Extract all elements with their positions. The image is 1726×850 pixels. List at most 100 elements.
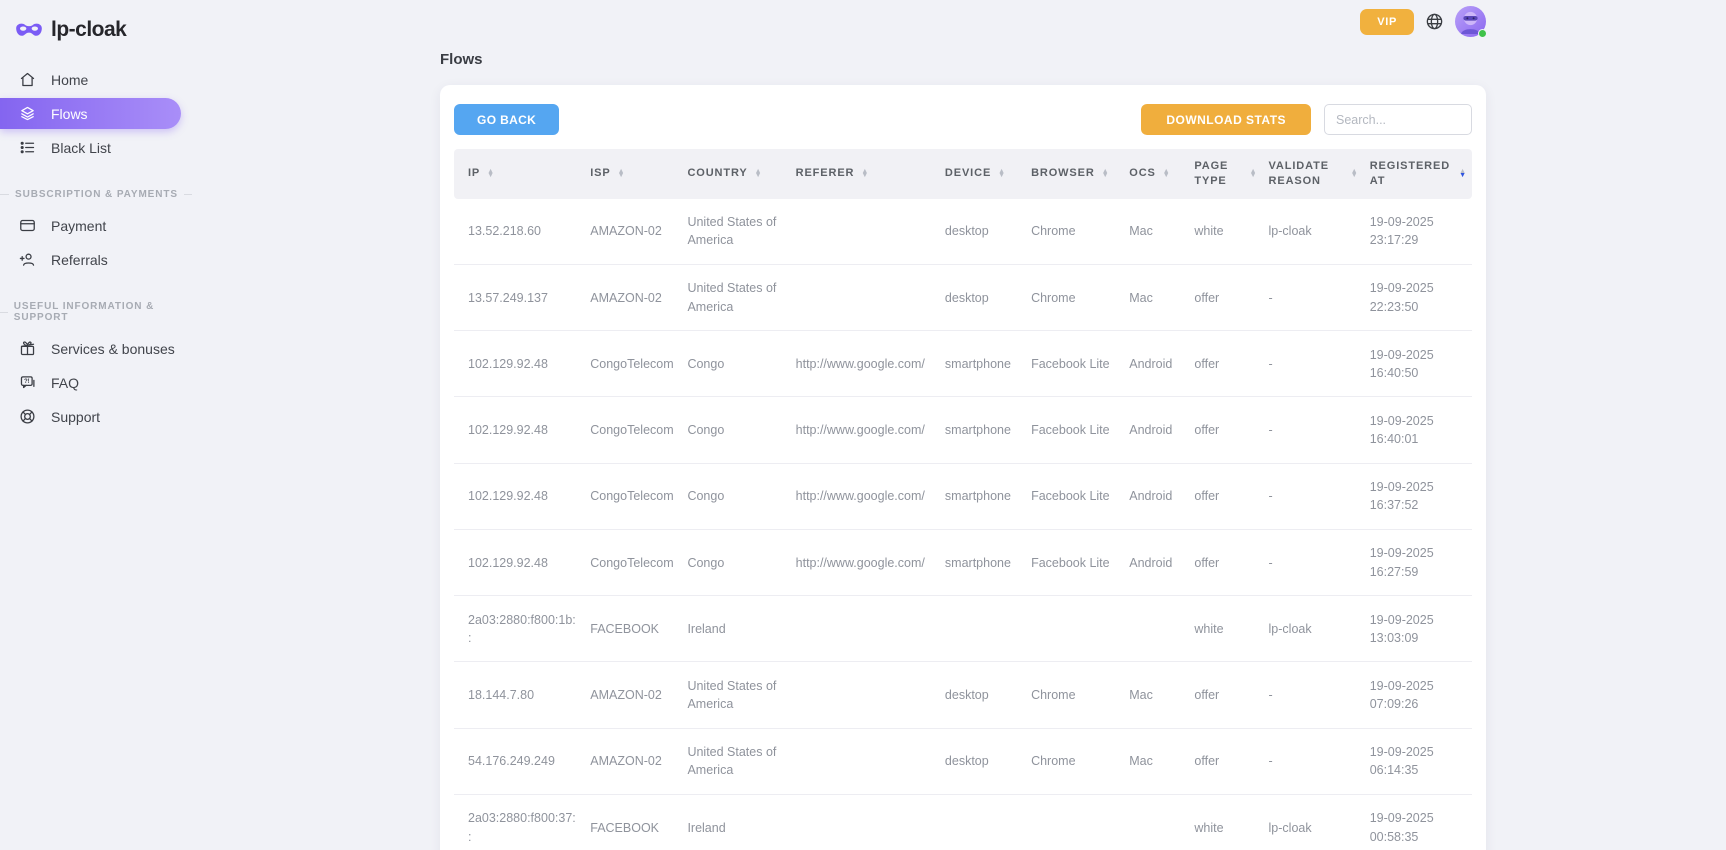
sort-icon[interactable]: ▲ ▼ bbox=[1162, 167, 1170, 179]
table-cell: Chrome bbox=[1031, 754, 1076, 769]
table-cell: - bbox=[1268, 423, 1273, 437]
column-header-label: COUNTRY bbox=[687, 167, 748, 180]
table-header: IP ▲ ▼ ISP ▲ ▼ COUNTRY ▲ ▼ REFERER ▲ ▼ DEVICE ▲ ▼ BROWS… bbox=[454, 149, 1472, 199]
table-cell: white bbox=[1194, 820, 1224, 835]
sidebar-item-referrals[interactable]: Referrals bbox=[0, 244, 200, 275]
avatar[interactable] bbox=[1455, 6, 1487, 38]
sidebar-item-services-bonuses[interactable]: Services & bonuses bbox=[0, 333, 200, 364]
table-cell: 102.129.92.48 bbox=[468, 489, 548, 504]
go-back-button[interactable]: GO BACK bbox=[454, 104, 560, 135]
search-input[interactable] bbox=[1324, 104, 1472, 135]
sidebar-item-label: Services & bonuses bbox=[51, 340, 175, 357]
mask-icon bbox=[15, 20, 43, 40]
sort-icon[interactable]: ▲ ▼ bbox=[1249, 167, 1257, 179]
table-cell: Congo bbox=[687, 356, 725, 371]
table-cell: http://www.google.com/ bbox=[795, 423, 925, 437]
page-title: Flows bbox=[440, 51, 483, 68]
table-cell: Android bbox=[1129, 423, 1173, 437]
globe-icon[interactable] bbox=[1425, 12, 1444, 31]
sort-icon[interactable]: ▲ ▼ bbox=[1459, 167, 1466, 179]
sidebar-item-label: FAQ bbox=[51, 374, 80, 391]
content: Flows GO BACK DOWNLOAD STATS IP ▲▼ ISP bbox=[440, 37, 1486, 850]
online-status-dot bbox=[1478, 29, 1487, 38]
gift-icon bbox=[19, 340, 37, 358]
column-header: PAGE TYPE ▲ ▼ bbox=[1188, 149, 1263, 199]
table-cell: 54.176.249.249 bbox=[468, 754, 555, 769]
table-cell: Mac bbox=[1129, 290, 1153, 305]
table-cell: 18.144.7.80 bbox=[468, 688, 535, 702]
table-cell: AMAZON-02 bbox=[590, 290, 662, 305]
table-cell: 13.57.249.137 bbox=[468, 290, 548, 305]
sort-icon[interactable]: ▲ ▼ bbox=[1101, 167, 1109, 179]
card-toolbar: GO BACK DOWNLOAD STATS bbox=[454, 100, 1472, 137]
brand: lp-cloak bbox=[0, 10, 200, 46]
table-cell: offer bbox=[1194, 356, 1220, 371]
column-header: OCS ▲ ▼ bbox=[1123, 149, 1189, 199]
sidebar-item-home[interactable]: Home bbox=[0, 64, 200, 95]
table-row: 102.129.92.48 CongoTelecom Congo http://www… bbox=[454, 463, 1472, 529]
table-cell: Mac bbox=[1129, 224, 1153, 239]
table-cell: offer bbox=[1194, 754, 1220, 769]
sidebar-item-label: Home bbox=[51, 71, 89, 88]
payment-icon bbox=[19, 217, 37, 235]
table-row: 102.129.92.48 CongoTelecom Congo http://www… bbox=[454, 330, 1472, 397]
table-cell: - bbox=[1268, 489, 1273, 504]
sidebar: lp-cloak Home Flows Black List SUBSCRIPTION… bbox=[0, 0, 200, 850]
table-cell bbox=[790, 199, 939, 265]
sidebar-section-label: USEFUL INFORMATION & SUPPORT bbox=[0, 301, 192, 323]
column-header: REFERER ▲ ▼ bbox=[789, 149, 939, 199]
table-cell: http://www.google.com/ bbox=[795, 555, 925, 570]
table-cell: 2a03:2880:f800:1b:: bbox=[468, 612, 576, 645]
sort-icon[interactable]: ▲ ▼ bbox=[998, 167, 1006, 179]
table-cell: - bbox=[1268, 688, 1273, 702]
column-header: DEVICE ▲ ▼ bbox=[938, 149, 1026, 199]
sort-icon[interactable]: ▲ ▼ bbox=[861, 167, 869, 179]
column-header-label: ISP bbox=[590, 167, 611, 180]
table-cell: smartphone bbox=[944, 423, 1011, 437]
table-cell: offer bbox=[1194, 688, 1220, 702]
table-cell: FACEBOOK bbox=[590, 621, 660, 636]
sort-icon[interactable]: ▲ ▼ bbox=[754, 167, 762, 179]
sidebar-item-payment[interactable]: Payment bbox=[0, 210, 200, 241]
sidebar-section-label: SUBSCRIPTION & PAYMENTS bbox=[0, 189, 192, 200]
table-cell: white bbox=[1194, 621, 1224, 636]
column-header-label: REGISTERED AT bbox=[1369, 160, 1451, 187]
table-cell: desktop bbox=[944, 290, 989, 305]
table-cell: 19-09-2025 16:40:01 bbox=[1369, 413, 1434, 447]
sidebar-item-faq[interactable]: ?! FAQ bbox=[0, 367, 200, 398]
table-cell: http://www.google.com/ bbox=[795, 489, 925, 504]
sort-icon[interactable]: ▲ ▼ bbox=[1350, 167, 1358, 179]
sort-icon[interactable]: ▲ ▼ bbox=[487, 167, 495, 179]
faq-icon: ?! bbox=[19, 374, 37, 392]
table-cell: smartphone bbox=[944, 489, 1011, 504]
table-cell bbox=[790, 728, 939, 794]
topbar: VIP bbox=[440, 0, 1487, 38]
table-cell: 19-09-2025 07:09:26 bbox=[1369, 678, 1434, 712]
table-cell: Chrome bbox=[1031, 688, 1076, 702]
table-cell: United States of America bbox=[687, 678, 777, 712]
blacklist-icon bbox=[19, 139, 37, 157]
table-cell: CongoTelecom bbox=[590, 555, 674, 570]
table-cell: 19-09-2025 23:17:29 bbox=[1369, 215, 1434, 248]
table-cell: Android bbox=[1129, 356, 1173, 371]
svg-text:?!: ?! bbox=[24, 379, 30, 385]
vip-button[interactable]: VIP bbox=[1360, 8, 1414, 35]
table-cell: Facebook Lite bbox=[1031, 423, 1110, 437]
table-cell bbox=[790, 662, 939, 728]
table-cell: - bbox=[1268, 555, 1273, 570]
flows-card: GO BACK DOWNLOAD STATS IP ▲▼ ISP ▲▼ COUNTRY ▲… bbox=[440, 85, 1486, 850]
table-cell: Facebook Lite bbox=[1031, 356, 1110, 371]
sidebar-item-black-list[interactable]: Black List bbox=[0, 132, 200, 163]
table-row: 18.144.7.80 AMAZON-02 United States of Ame… bbox=[454, 661, 1472, 728]
table-cell: offer bbox=[1194, 555, 1220, 570]
sidebar-item-support[interactable]: Support bbox=[0, 401, 200, 432]
sidebar-item-flows[interactable]: Flows bbox=[0, 98, 181, 129]
table-row: 13.57.249.137 AMAZON-02 United States of A… bbox=[454, 264, 1472, 330]
download-stats-button[interactable]: DOWNLOAD STATS bbox=[1141, 104, 1311, 135]
table-cell: Congo bbox=[687, 423, 725, 437]
column-header: IP ▲ ▼ bbox=[454, 149, 585, 199]
table-cell bbox=[1123, 794, 1188, 850]
table-cell: United States of America bbox=[687, 745, 777, 778]
sort-icon[interactable]: ▲ ▼ bbox=[617, 167, 625, 179]
